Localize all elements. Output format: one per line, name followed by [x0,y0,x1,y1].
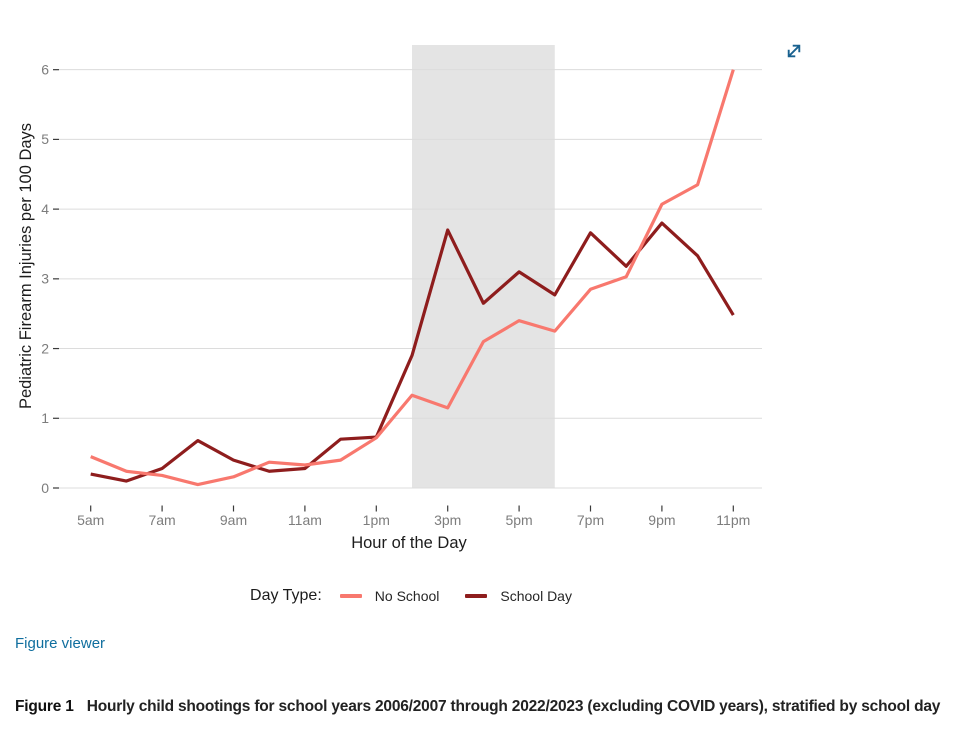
y-tick-label: 2 [41,340,49,356]
y-tick-label: 6 [41,61,49,77]
y-tick-label: 0 [41,480,49,496]
legend-item-no-school: No School [339,588,440,604]
figure-caption: Figure 1 Hourly child shootings for schoo… [15,697,945,718]
series-line-no-school [90,69,735,487]
x-tick-label: 3pm [434,512,461,528]
x-tick-label: 11am [288,512,322,528]
y-tick-label: 3 [41,271,49,287]
x-tick-label: 7am [148,512,175,528]
x-axis-title: Hour of the Day [351,534,467,552]
no-school-line-swatch [339,594,362,598]
x-tick-label: 7pm [577,512,604,528]
figure-viewer-link[interactable]: Figure viewer [15,635,106,652]
legend-label-no-school: No School [374,588,440,604]
y-tick-label: 5 [41,131,49,147]
y-tick-label: 1 [41,410,49,426]
chart-plot-area: 0 1 2 3 4 5 6 5am 7am 9am 11am 1pm 3pm 5pm 7pm 9pm 11pm [41,45,762,528]
school-day-line-swatch [465,594,488,598]
y-tick-label: 4 [41,201,49,217]
expand-icon [787,44,801,58]
x-tick-label: 9pm [648,512,675,528]
x-tick-label: 5pm [505,512,532,528]
legend-title: Day Type: [250,587,322,604]
x-tick-label: 9am [220,512,247,528]
x-tick-label: 5am [77,512,104,528]
x-tick-label: 1pm [363,512,390,528]
series-line-school-day [90,221,735,483]
x-tick-label: 11pm [716,512,750,528]
legend-label-school-day: School Day [500,588,572,604]
chart-legend: Day Type: No School School Day [0,583,822,609]
figure-caption-label: Figure 1 [15,698,74,715]
expand-figure-button[interactable] [782,40,806,64]
legend-item-school-day: School Day [465,588,572,604]
figure-caption-text: Hourly child shootings for school years … [86,698,941,715]
y-axis-title: Pediatric Firearm Injuries per 100 Days [17,123,35,409]
